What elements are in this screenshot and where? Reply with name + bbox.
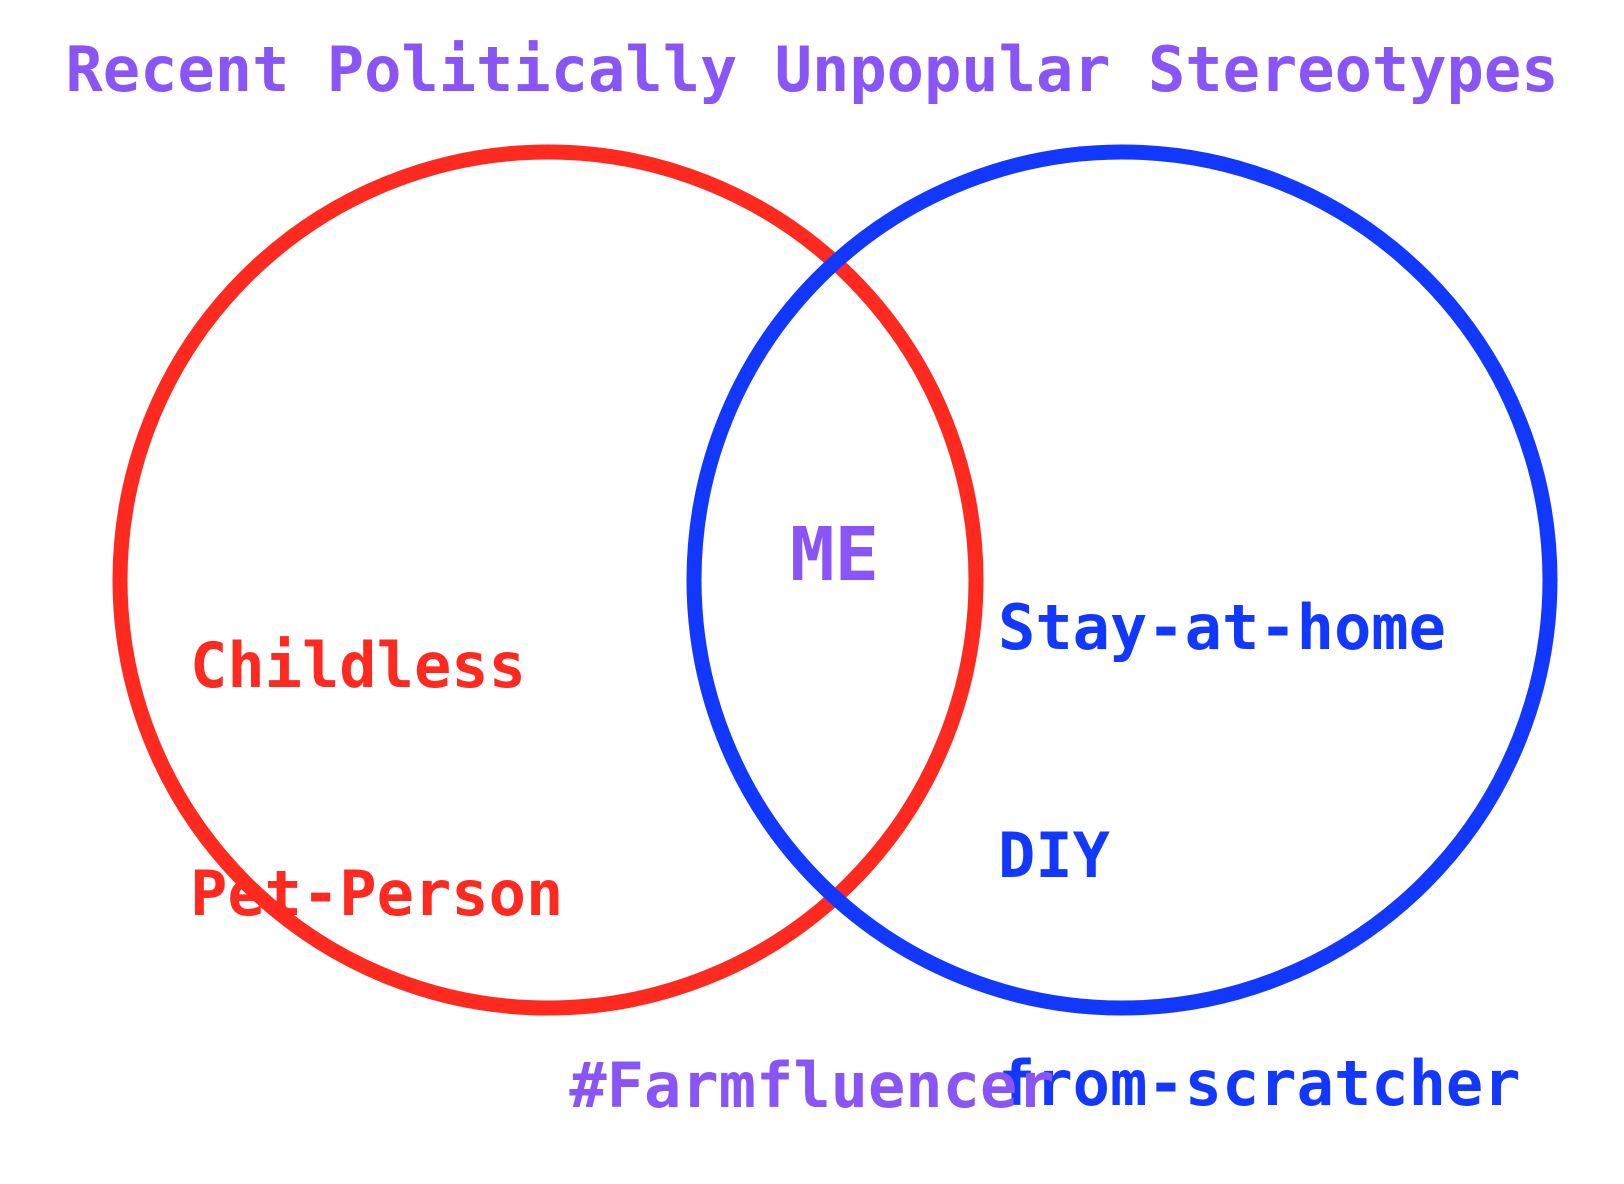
right-set-label-line: DIY bbox=[998, 819, 1110, 892]
right-circle bbox=[686, 144, 1558, 1016]
left-set-label: Childless Pet-Person bbox=[190, 476, 563, 1084]
intersection-label: ME bbox=[790, 512, 880, 598]
footer-hashtag: #Farmfluencer bbox=[569, 1049, 1055, 1122]
right-set-label-line: from-scratcher bbox=[998, 1047, 1521, 1120]
left-set-label-line: Childless bbox=[190, 629, 526, 702]
right-set-label-line: Stay-at-home bbox=[998, 591, 1446, 664]
right-set-label: Stay-at-home DIY from-scratcher bbox=[998, 438, 1521, 1184]
left-circle bbox=[112, 144, 984, 1016]
left-set-label-line: Pet-Person bbox=[190, 857, 564, 930]
diagram-title: Recent Politically Unpopular Stereotypes bbox=[65, 33, 1559, 106]
